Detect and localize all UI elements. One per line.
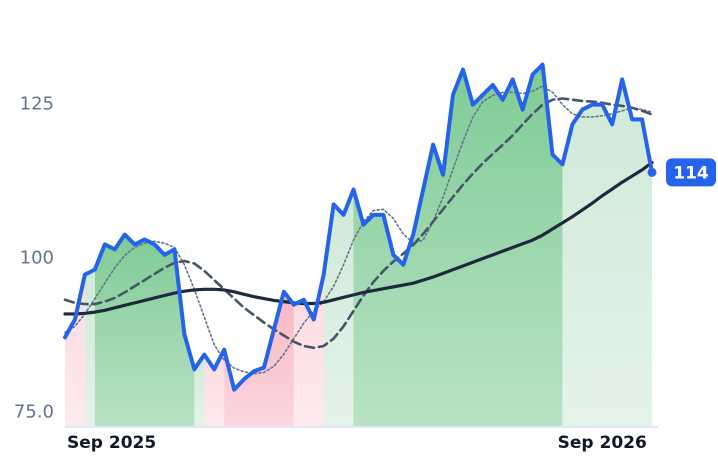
regime-band [94,234,195,426]
x-tick-label: Sep 2026 [558,433,647,453]
y-tick-label: 100 [20,248,54,269]
price-line [63,62,654,392]
moving-average-line [64,85,653,375]
regime-band [204,349,225,426]
x-tick-label: Sep 2025 [67,433,156,453]
last-point [647,167,657,177]
y-tick-label: 75.0 [14,401,54,422]
last-value-badge [666,158,716,187]
regime-band [353,64,563,426]
regime-band [194,354,205,426]
regime-band [84,269,95,426]
regime-band [323,189,354,426]
moving-average-line [63,160,654,316]
regime-band [224,291,294,426]
y-tick-label: 125 [20,94,54,115]
moving-average-line [63,97,654,350]
last-value-label: 114 [673,163,709,183]
regime-band [562,79,652,426]
